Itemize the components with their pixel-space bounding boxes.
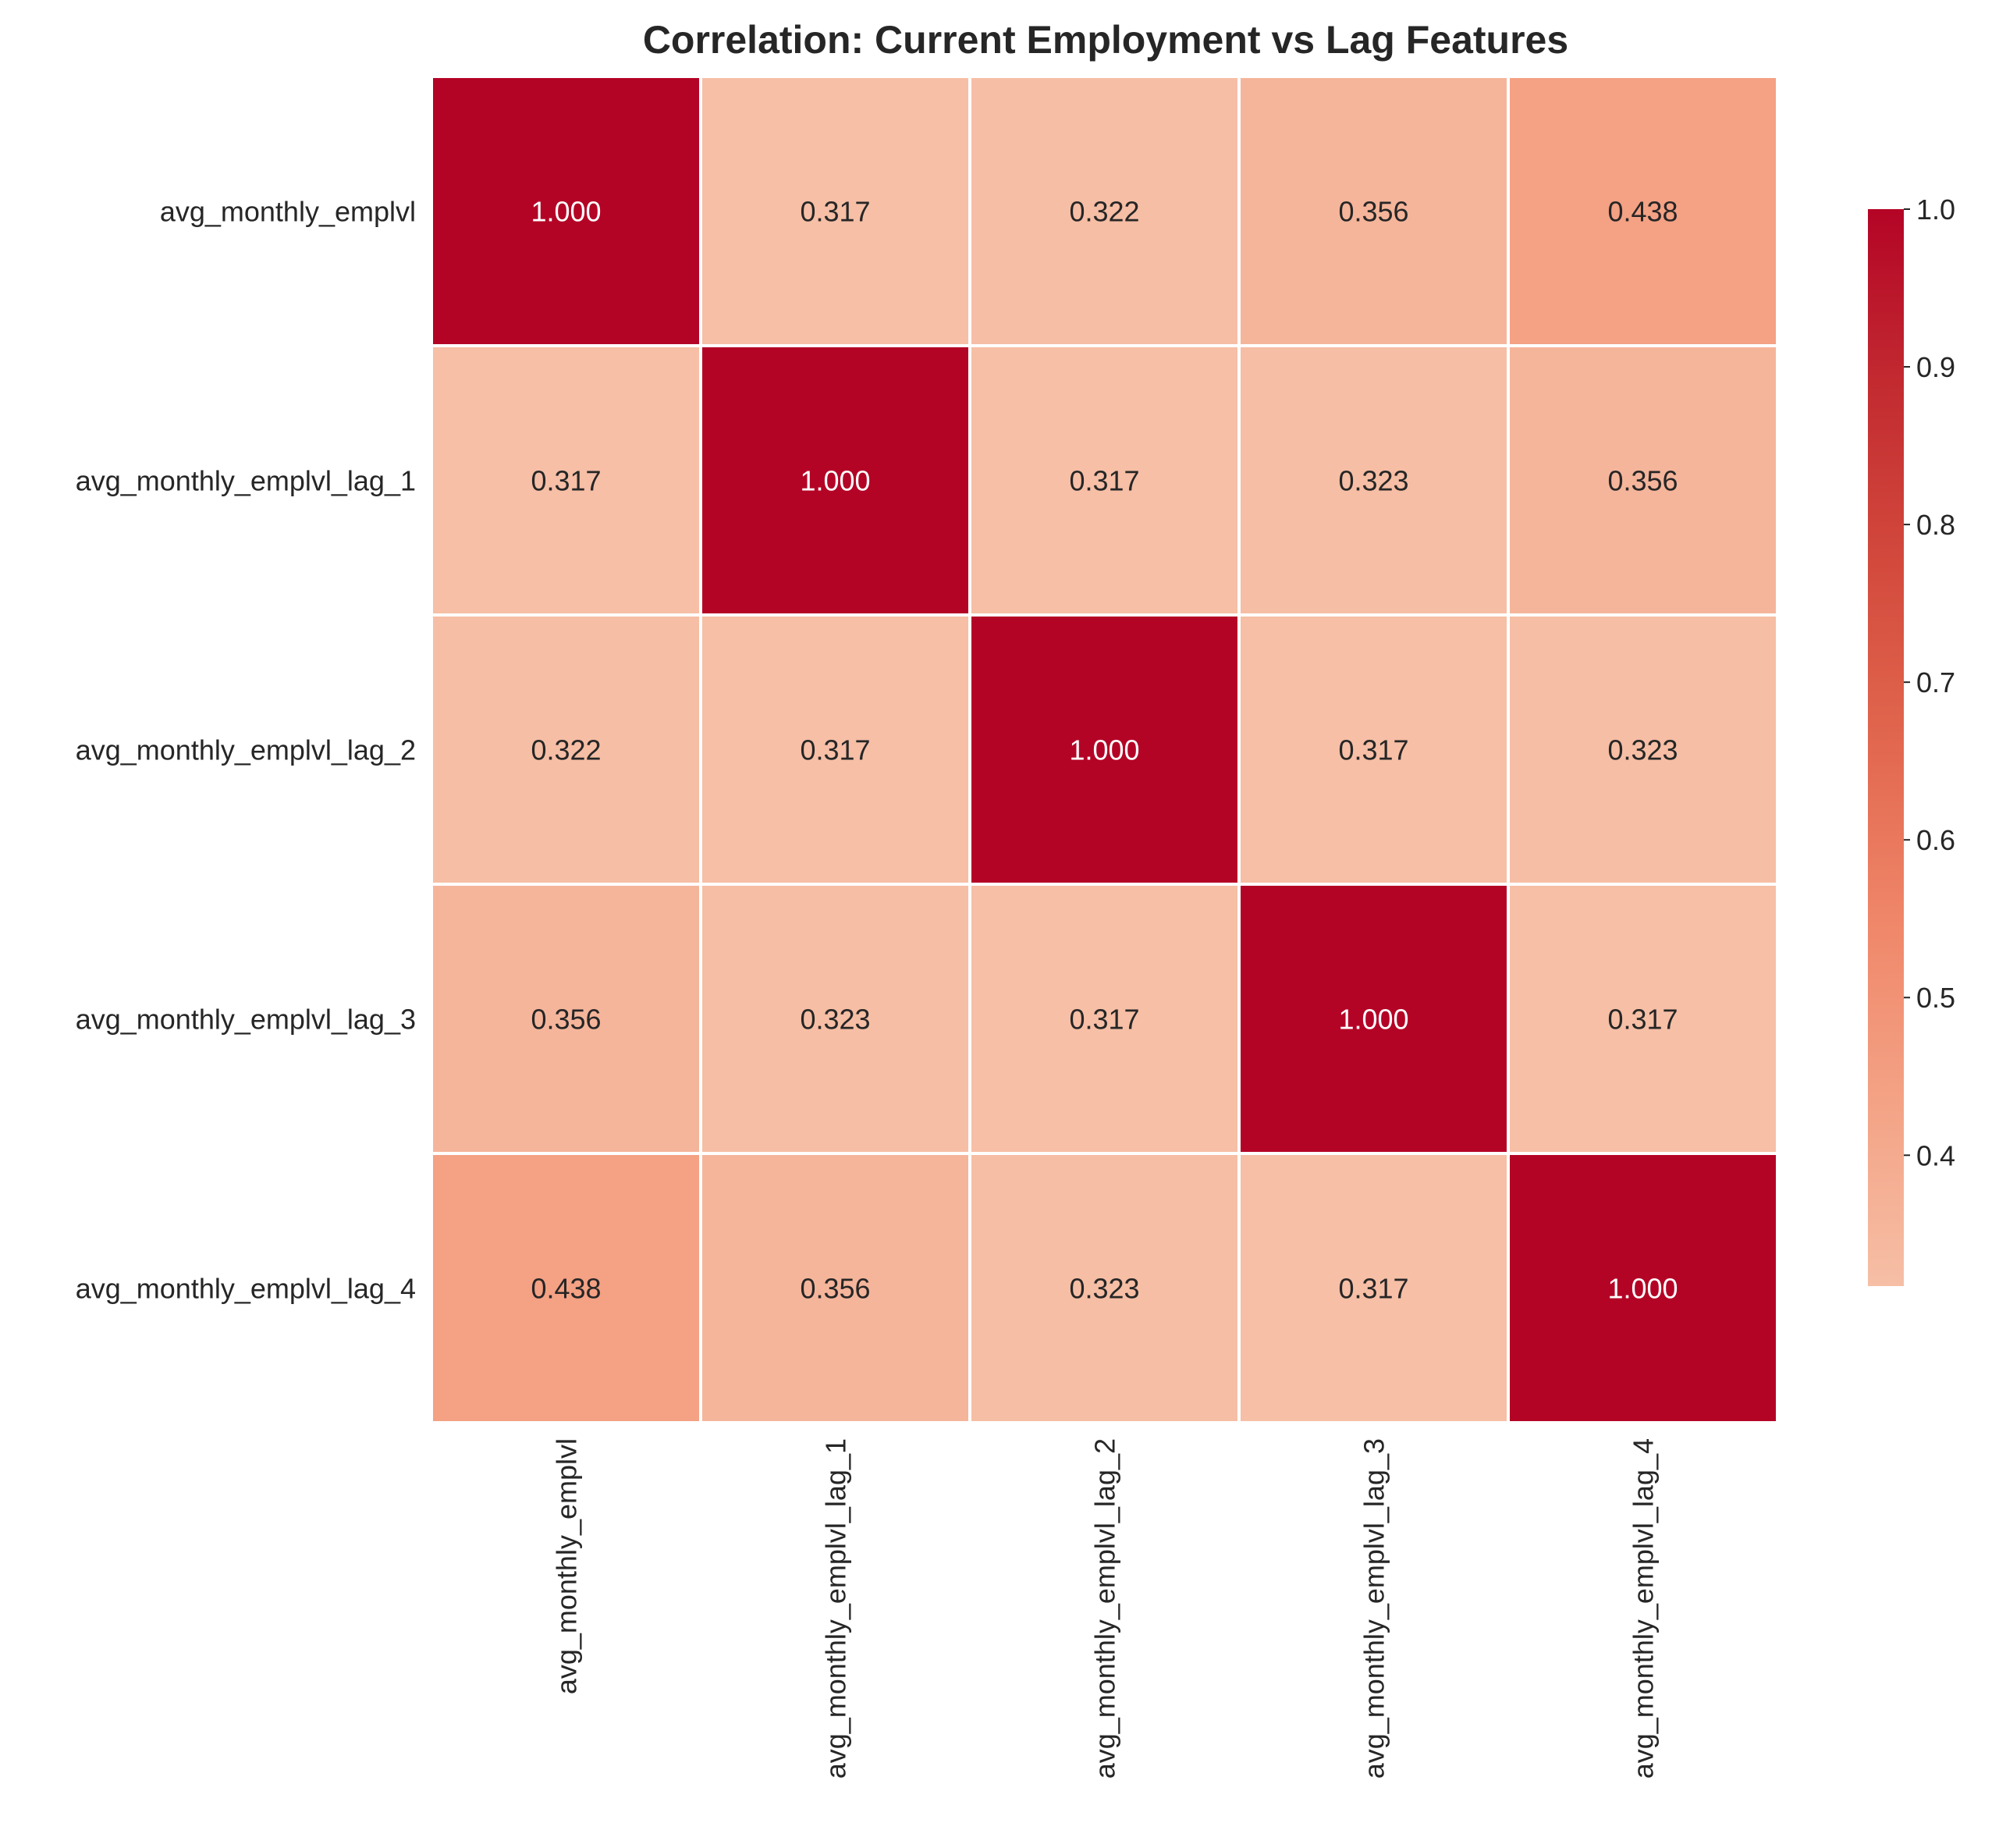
heatmap-cell [968,1152,1241,1424]
cell-value-label: 1.000 [800,465,870,497]
column-labels: avg_monthly_emplvl avg_monthly_emplvl_lag… [551,1438,1660,1779]
heatmap-cell [430,344,702,617]
column-tick-label: avg_monthly_emplvl [551,1438,583,1694]
cell-value-label: 1.000 [1607,1273,1678,1305]
colorbar-tick-label: 0.6 [1916,824,1955,856]
colorbar-tick-label: 1.0 [1916,194,1955,226]
cell-value-label: 0.323 [800,1004,870,1036]
cell-value-label: 0.317 [1607,1004,1678,1036]
heatmap-cell [968,613,1241,886]
heatmap-cell [430,1152,702,1424]
column-tick-label: avg_monthly_emplvl_lag_3 [1358,1438,1390,1779]
cell-value-label: 0.317 [800,196,870,228]
cell-value-label: 0.317 [1338,734,1408,766]
cell-value-label: 0.356 [1338,196,1408,228]
colorbar-tick-label: 0.9 [1916,351,1955,383]
colorbar-ticks: 0.4 0.5 0.6 0.7 0.8 0.9 1.0 [1904,194,1955,1171]
cell-value-label: 1.000 [1069,734,1139,766]
heatmap-cell [1237,613,1510,886]
colorbar-tick-label: 0.4 [1916,1139,1955,1171]
row-labels: avg_monthly_emplvl avg_monthly_emplvl_lag… [76,196,416,1305]
row-tick-label: avg_monthly_emplvl_lag_1 [76,465,416,497]
colorbar [1868,209,1904,1286]
row-tick-label: avg_monthly_emplvl [160,196,416,228]
cell-value-label: 0.322 [531,734,601,766]
cell-value-label: 0.438 [1607,196,1678,228]
heatmap-cell [968,883,1241,1155]
cell-value-label: 0.323 [1069,1273,1139,1305]
heatmap-cell [1507,344,1779,617]
row-tick-label: avg_monthly_emplvl_lag_3 [76,1004,416,1036]
column-tick-label: avg_monthly_emplvl_lag_2 [1089,1438,1121,1779]
colorbar-tick-label: 0.7 [1916,666,1955,698]
column-tick-label: avg_monthly_emplvl_lag_1 [820,1438,852,1779]
cell-value-label: 0.356 [1607,465,1678,497]
heatmap-cell [1507,613,1779,886]
heatmap-cell [968,75,1241,347]
heatmap-cell [1237,883,1510,1155]
cell-value-label: 0.317 [1338,1273,1408,1305]
heatmap-cell [1507,75,1779,347]
heatmap-cell [1237,75,1510,347]
heatmap-cell [1507,883,1779,1155]
colorbar-tick-label: 0.8 [1916,509,1955,541]
heatmap-cell [699,75,971,347]
heatmap-cell [430,883,702,1155]
cell-value-label: 0.356 [800,1273,870,1305]
cell-value-label: 1.000 [1338,1004,1408,1036]
heatmap-cell [1507,1152,1779,1424]
cell-value-label: 0.438 [531,1273,601,1305]
cell-value-label: 0.317 [1069,465,1139,497]
heatmap-cell [430,75,702,347]
heatmap-cell [699,613,971,886]
heatmap-cell [699,883,971,1155]
heatmap-cell [699,1152,971,1424]
heatmap-cells: 1.000 0.317 0.322 0.356 0.438 0.317 1.000 0.317… [430,75,1779,1424]
row-tick-label: avg_monthly_emplvl_lag_4 [76,1273,416,1305]
row-tick-label: avg_monthly_emplvl_lag_2 [76,734,416,766]
cell-value-label: 1.000 [531,196,601,228]
cell-value-label: 0.322 [1069,196,1139,228]
cell-value-label: 0.317 [800,734,870,766]
column-tick-label: avg_monthly_emplvl_lag_4 [1628,1438,1660,1779]
cell-value-label: 0.323 [1338,465,1408,497]
heatmap-cell [968,344,1241,617]
colorbar-tick-label: 0.5 [1916,982,1955,1014]
cell-value-label: 0.317 [1069,1004,1139,1036]
cell-value-label: 0.323 [1607,734,1678,766]
cell-value-label: 0.356 [531,1004,601,1036]
cell-value-label: 0.317 [531,465,601,497]
chart-title: Correlation: Current Employment vs Lag F… [643,18,1568,62]
